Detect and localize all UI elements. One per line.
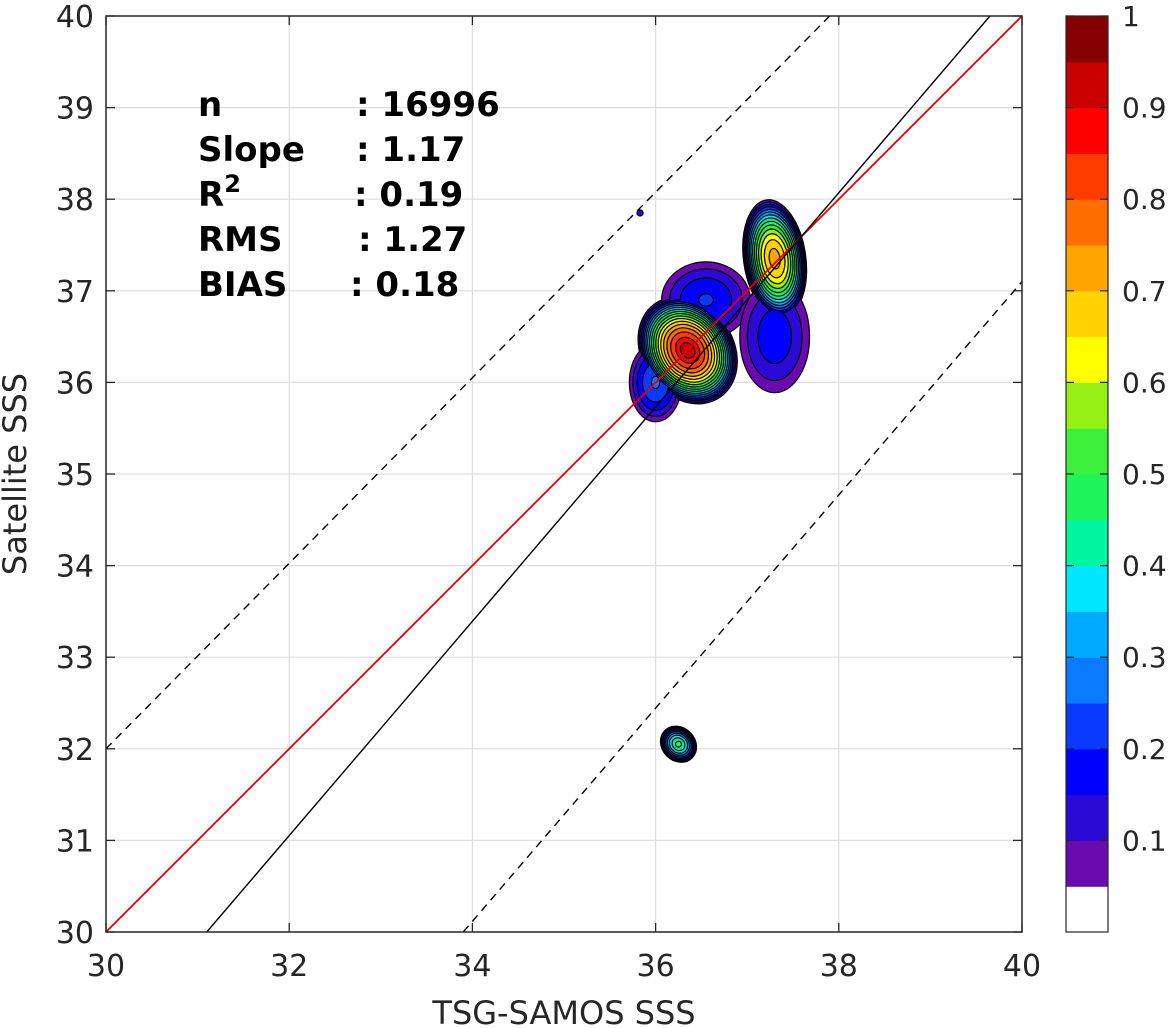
y-tick-label: 39 bbox=[56, 92, 94, 127]
y-tick-label: 34 bbox=[56, 550, 94, 585]
colorbar-band bbox=[1066, 519, 1108, 567]
colorbar-band bbox=[1066, 794, 1108, 841]
stat-value: : 16996 bbox=[356, 85, 500, 125]
stat-value: : 0.18 bbox=[350, 265, 459, 305]
grid-lines bbox=[106, 16, 1022, 932]
colorbar-bands bbox=[1066, 16, 1108, 933]
density-contours bbox=[628, 199, 811, 763]
stat-value: : 0.19 bbox=[354, 175, 463, 215]
y-tick-label: 35 bbox=[56, 458, 94, 493]
stat-value: : 1.17 bbox=[356, 130, 465, 170]
colorbar-tick-label: 0.9 bbox=[1122, 92, 1167, 125]
colorbar-band bbox=[1066, 657, 1108, 704]
y-tick-label: 40 bbox=[56, 0, 94, 35]
colorbar: 0.1 0.2 0.3 0.4 0.5 0.6 0.7 0.8 0.9 1 bbox=[1065, 0, 1167, 933]
x-tick-label: 34 bbox=[453, 949, 491, 984]
colorbar-band bbox=[1066, 428, 1108, 475]
stat-label: Slope bbox=[198, 130, 305, 170]
y-tick-label: 37 bbox=[56, 275, 94, 310]
colorbar-band bbox=[1066, 245, 1108, 292]
x-tick-label: 36 bbox=[637, 949, 675, 984]
colorbar-band bbox=[1066, 382, 1108, 429]
regression-line bbox=[206, 16, 991, 932]
colorbar-tick-label: 0.5 bbox=[1122, 458, 1167, 491]
y-tick-label: 32 bbox=[56, 733, 94, 768]
contour-band bbox=[674, 740, 683, 748]
y-axis-label: Satellite SSS bbox=[0, 373, 34, 575]
colorbar-band bbox=[1066, 16, 1108, 63]
colorbar-ticks: 0.1 0.2 0.3 0.4 0.5 0.6 0.7 0.8 0.9 1 bbox=[1066, 0, 1167, 857]
colorbar-band bbox=[1066, 290, 1108, 338]
stat-label: R2 bbox=[198, 170, 241, 215]
x-tick-label: 38 bbox=[820, 949, 858, 984]
colorbar-band bbox=[1066, 611, 1108, 658]
colorbar-band bbox=[1066, 474, 1108, 521]
stat-label: BIAS bbox=[198, 265, 287, 305]
colorbar-tick-label: 0.3 bbox=[1122, 641, 1167, 674]
colorbar-tick-label: 1 bbox=[1122, 0, 1140, 33]
colorbar-tick-label: 0.6 bbox=[1122, 366, 1167, 399]
stat-superscript: 2 bbox=[224, 170, 241, 198]
reference-lines bbox=[106, 16, 1022, 932]
colorbar-tick-label: 0.1 bbox=[1122, 824, 1167, 857]
stats-annotation: n : 16996 Slope : 1.17 R2 : 0.19 RMS : 1.27 BIAS… bbox=[198, 85, 500, 305]
x-tick-label: 40 bbox=[1003, 949, 1041, 984]
y-tick-label: 36 bbox=[56, 366, 94, 401]
colorbar-tick-label: 0.4 bbox=[1122, 550, 1167, 583]
colorbar-tick-label: 0.7 bbox=[1122, 275, 1167, 308]
colorbar-band bbox=[1066, 199, 1108, 246]
x-tick-label: 30 bbox=[87, 949, 125, 984]
x-axis-label: TSG-SAMOS SSS bbox=[431, 994, 695, 1028]
colorbar-band bbox=[1066, 107, 1108, 154]
stat-value: : 1.27 bbox=[358, 220, 467, 260]
y-tick-label: 31 bbox=[56, 824, 94, 859]
colorbar-band bbox=[1066, 748, 1108, 796]
y-tick-label: 33 bbox=[56, 641, 94, 676]
colorbar-band bbox=[1066, 886, 1108, 933]
x-tick-label: 32 bbox=[270, 949, 308, 984]
colorbar-band bbox=[1066, 840, 1108, 887]
colorbar-band bbox=[1066, 703, 1108, 750]
y-tick-label: 38 bbox=[56, 183, 94, 218]
colorbar-tick-label: 0.2 bbox=[1122, 733, 1167, 766]
colorbar-tick-label: 0.8 bbox=[1122, 183, 1167, 216]
contour-band bbox=[698, 293, 714, 307]
y-tick-label: 30 bbox=[56, 916, 94, 951]
axis-ticks: 30 32 34 36 38 40 30 31 32 33 34 35 36 37 38 39 40 bbox=[56, 0, 1041, 984]
stat-label: n bbox=[198, 85, 222, 125]
lower-bound-line bbox=[462, 281, 1022, 932]
stat-label: RMS bbox=[198, 220, 283, 260]
colorbar-band bbox=[1066, 61, 1108, 109]
colorbar-band bbox=[1066, 153, 1108, 200]
upper-bound-line bbox=[106, 16, 831, 750]
colorbar-band bbox=[1066, 336, 1108, 383]
contour-band bbox=[757, 309, 793, 365]
contour-band bbox=[636, 209, 644, 217]
colorbar-band bbox=[1066, 565, 1108, 612]
one-to-one-line bbox=[106, 16, 1022, 932]
